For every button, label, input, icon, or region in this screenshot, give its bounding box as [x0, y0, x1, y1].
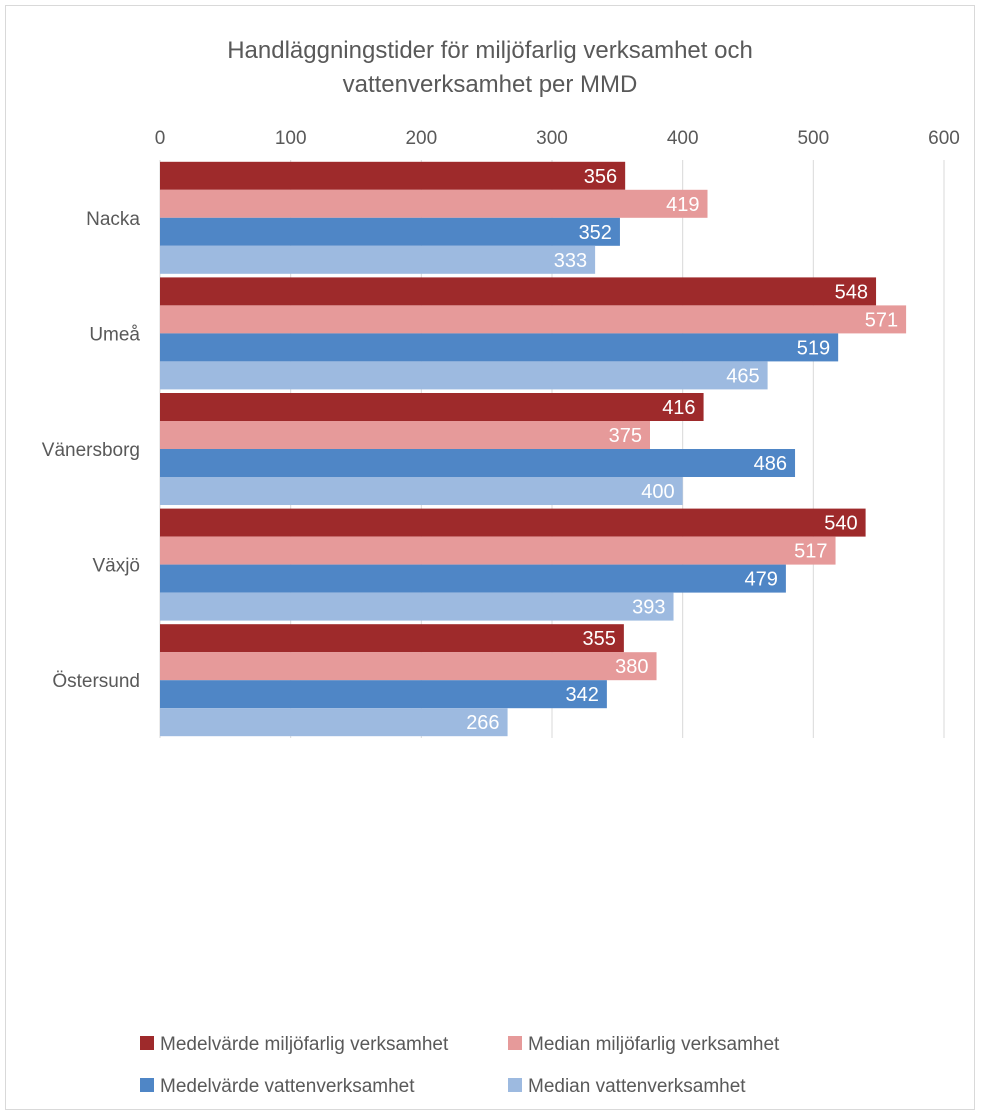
x-tick-label: 600 — [928, 128, 960, 149]
x-tick-label: 200 — [405, 128, 437, 149]
legend: Medelvärde miljöfarlig verksamhet Median … — [140, 1034, 780, 1097]
category-label: Vänersborg — [42, 440, 140, 461]
x-tick-label: 0 — [155, 128, 166, 149]
data-labels: 356 419 352 333 548 571 519 465 416 375 486 400 540 5… — [466, 166, 898, 734]
data-label: 400 — [641, 481, 674, 503]
data-label: 486 — [754, 453, 787, 475]
bar — [160, 680, 607, 709]
legend-label: Medelvärde vattenverksamhet — [160, 1076, 415, 1097]
bar — [160, 564, 786, 593]
bar — [160, 708, 508, 737]
data-label: 479 — [745, 569, 778, 591]
legend-label: Median miljöfarlig verksamhet — [528, 1034, 780, 1055]
bar — [160, 393, 704, 421]
data-label: 375 — [609, 425, 642, 447]
bar — [160, 592, 674, 621]
x-tick-label: 500 — [797, 128, 829, 149]
x-tick-label: 100 — [275, 128, 307, 149]
bar — [160, 277, 877, 306]
bar — [160, 305, 907, 334]
bar — [160, 161, 626, 190]
legend-swatch — [140, 1036, 154, 1050]
bar — [160, 477, 683, 505]
bar — [160, 624, 624, 653]
category-label: Östersund — [52, 671, 140, 692]
bar — [160, 508, 866, 537]
x-tick-label: 300 — [536, 128, 568, 149]
bar — [160, 421, 650, 449]
data-label: 419 — [666, 194, 699, 216]
chart-title-line-2: vattenverksamhet per MMD — [343, 71, 638, 98]
legend-label: Medelvärde miljöfarlig verksamhet — [160, 1034, 449, 1055]
legend-label: Median vattenverksamhet — [528, 1076, 746, 1097]
legend-swatch — [508, 1036, 522, 1050]
data-label: 352 — [579, 222, 612, 244]
bar — [160, 536, 836, 565]
data-label: 356 — [584, 166, 617, 188]
bar — [160, 217, 620, 246]
chart-title: Handläggningstider för miljöfarlig verks… — [227, 37, 753, 98]
bar — [160, 449, 796, 477]
data-label: 517 — [794, 541, 827, 563]
x-tick-label: 400 — [667, 128, 699, 149]
category-label: Växjö — [92, 556, 140, 577]
data-label: 393 — [632, 597, 665, 619]
data-label: 416 — [662, 397, 695, 419]
data-label: 333 — [554, 250, 587, 272]
legend-swatch — [508, 1078, 522, 1092]
category-label: Umeå — [89, 324, 140, 345]
data-label: 380 — [615, 656, 648, 678]
data-label: 519 — [797, 337, 830, 359]
data-label: 342 — [566, 684, 599, 706]
x-axis-ticks: 0 100 200 300 400 500 600 — [155, 128, 960, 149]
data-label: 266 — [466, 712, 499, 734]
bar — [160, 652, 657, 681]
bar — [160, 333, 839, 362]
bar — [160, 189, 708, 218]
bars — [160, 161, 907, 737]
data-label: 355 — [582, 628, 615, 650]
data-label: 571 — [865, 309, 898, 331]
data-label: 465 — [726, 365, 759, 387]
legend-swatch — [140, 1078, 154, 1092]
bar — [160, 361, 768, 390]
category-labels: Nacka Umeå Vänersborg Växjö Östersund — [42, 209, 141, 692]
bar — [160, 245, 596, 274]
chart-title-line-1: Handläggningstider för miljöfarlig verks… — [227, 37, 753, 64]
data-label: 540 — [824, 513, 857, 535]
category-label: Nacka — [86, 209, 140, 230]
data-label: 548 — [835, 281, 868, 303]
